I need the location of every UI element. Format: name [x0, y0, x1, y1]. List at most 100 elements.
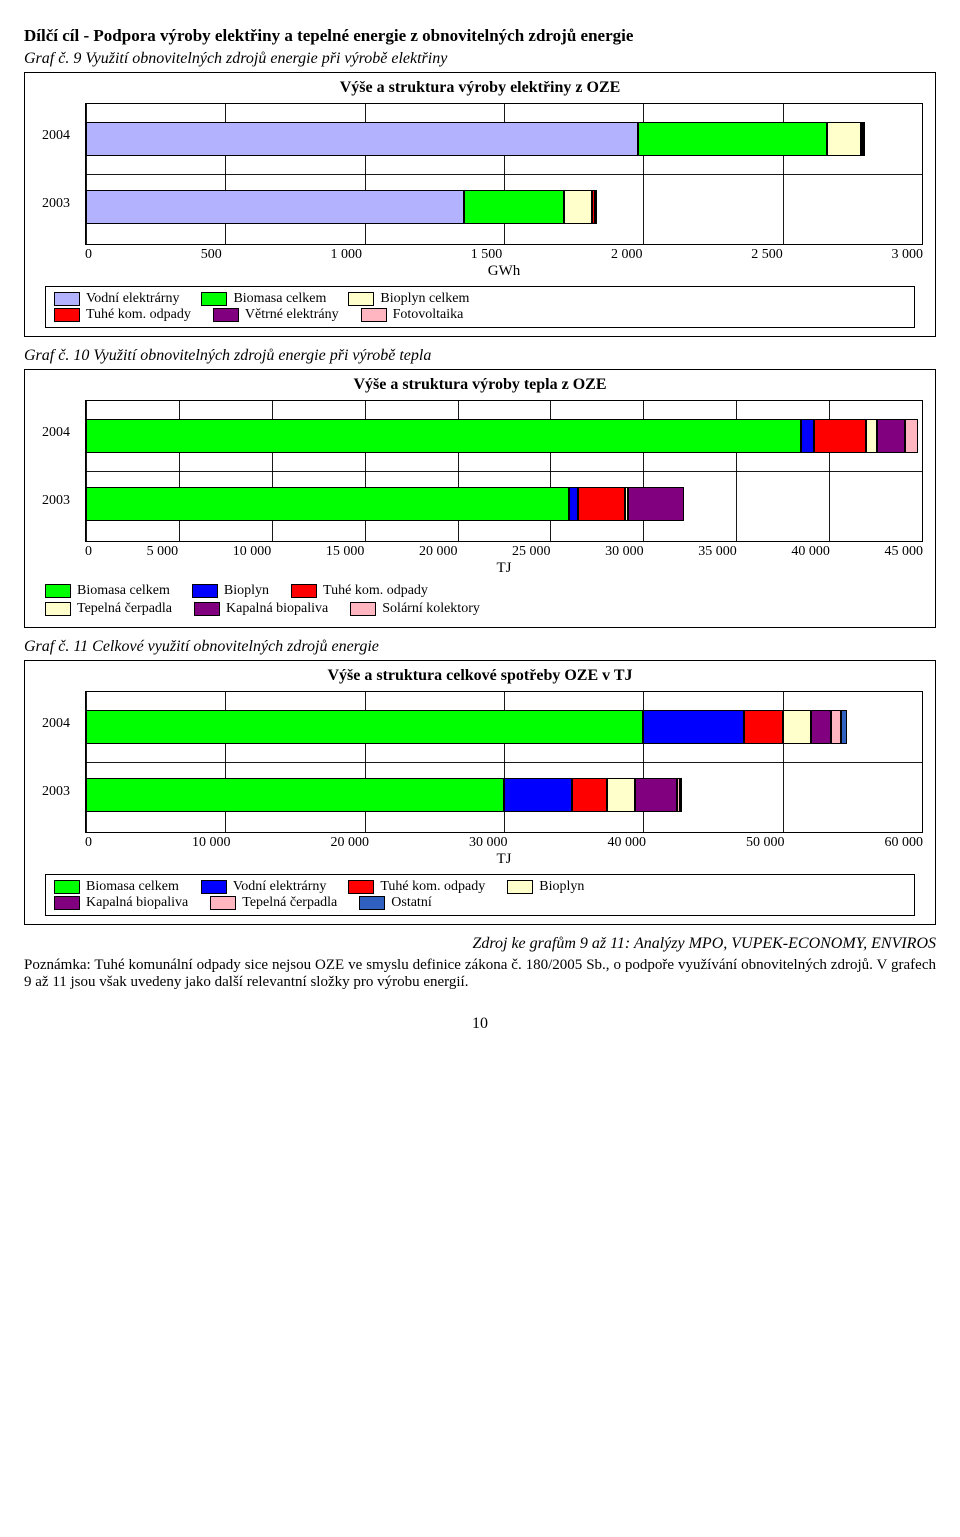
- xtick: 30 000: [605, 544, 644, 560]
- xtick: 5 000: [147, 544, 179, 560]
- graph-9: Výše a struktura výroby elektřiny z OZE …: [24, 72, 936, 337]
- xtick: 30 000: [469, 835, 508, 851]
- legend-item: Tepelná čerpadla: [210, 895, 337, 911]
- bar-segment: [86, 487, 569, 521]
- legend-label: Tepelná čerpadla: [77, 601, 172, 617]
- legend-swatch: [359, 896, 385, 910]
- legend-label: Tuhé kom. odpady: [86, 307, 191, 323]
- legend-item: Vodní elektrárny: [201, 879, 326, 895]
- bar-segment: [564, 190, 592, 224]
- legend-swatch: [210, 896, 236, 910]
- bar-segment: [866, 419, 877, 453]
- note: Poznámka: Tuhé komunální odpady sice nej…: [24, 957, 936, 991]
- xtick: 40 000: [791, 544, 830, 560]
- legend-label: Ostatní: [391, 895, 431, 911]
- bar-segment: [863, 122, 865, 156]
- xtick: 50 000: [746, 835, 785, 851]
- legend-item: Solární kolektory: [350, 601, 480, 617]
- legend-item: Kapalná biopaliva: [54, 895, 188, 911]
- graph-10-caption: Graf č. 10 Využití obnovitelných zdrojů …: [24, 347, 936, 365]
- bar-segment: [572, 778, 607, 812]
- legend-label: Bioplyn: [539, 879, 584, 895]
- xtick: 500: [201, 247, 222, 263]
- legend-swatch: [201, 880, 227, 894]
- legend-swatch: [54, 308, 80, 322]
- xtick: 25 000: [512, 544, 551, 560]
- bar-segment: [569, 487, 578, 521]
- legend-label: Biomasa celkem: [77, 583, 170, 599]
- graph-10-cat-2003: 2003: [42, 493, 70, 509]
- xtick: 3 000: [892, 247, 924, 263]
- note-text: Tuhé komunální odpady sice nejsou OZE ve…: [24, 957, 936, 990]
- graph-11-cat-2004: 2004: [42, 716, 70, 732]
- graph-11-legend: Biomasa celkem Vodní elektrárny Tuhé kom. …: [45, 874, 915, 916]
- legend-swatch: [194, 602, 220, 616]
- legend-swatch: [201, 292, 227, 306]
- bar-segment: [814, 419, 866, 453]
- xtick: 60 000: [885, 835, 924, 851]
- legend-item: Větrné elektrány: [213, 307, 339, 323]
- graph-9-legend: Vodní elektrárnyBiomasa celkemBioplyn ce…: [45, 286, 915, 328]
- bar-segment: [643, 710, 743, 744]
- xtick: 10 000: [233, 544, 272, 560]
- xtick: 2 500: [751, 247, 783, 263]
- graph-11-plot: 2004 2003: [85, 691, 923, 833]
- graph-11-xticks: 010 00020 00030 00040 00050 00060 000: [85, 835, 923, 851]
- legend-item: Kapalná biopaliva: [194, 601, 328, 617]
- legend-swatch: [507, 880, 533, 894]
- graph-10-xlabel: TJ: [81, 560, 927, 577]
- bar-segment: [811, 710, 832, 744]
- legend-swatch: [348, 292, 374, 306]
- bar-segment: [635, 778, 677, 812]
- bar-segment: [578, 487, 624, 521]
- legend-label: Vodní elektrárny: [86, 291, 179, 307]
- graph-10-legend: Biomasa celkemBioplynTuhé kom. odpadyTep…: [45, 583, 915, 617]
- legend-swatch: [348, 880, 374, 894]
- legend-label: Fotovoltaika: [393, 307, 464, 323]
- legend-label: Tuhé kom. odpady: [380, 879, 485, 895]
- bar-segment: [905, 419, 918, 453]
- note-label: Poznámka:: [24, 957, 94, 973]
- xtick: 0: [85, 835, 92, 851]
- graph-9-xticks: 05001 0001 5002 0002 5003 000: [85, 247, 923, 263]
- legend-swatch: [213, 308, 239, 322]
- bar-segment: [628, 487, 684, 521]
- bar-segment: [877, 419, 905, 453]
- graph-11: Výše a struktura celkové spotřeby OZE v …: [24, 660, 936, 925]
- graph-10: Výše a struktura výroby tepla z OZE 2004…: [24, 369, 936, 628]
- graph-9-xlabel: GWh: [81, 263, 927, 280]
- graph-10-title: Výše a struktura výroby tepla z OZE: [33, 376, 927, 394]
- graph-11-title: Výše a struktura celkové spotřeby OZE v …: [33, 667, 927, 685]
- graph-9-caption: Graf č. 9 Využití obnovitelných zdrojů e…: [24, 50, 936, 68]
- legend-swatch: [54, 292, 80, 306]
- xtick: 0: [85, 544, 92, 560]
- xtick: 40 000: [608, 835, 647, 851]
- graph-9-cat-2003: 2003: [42, 196, 70, 212]
- graph-9-plot: 2004 2003: [85, 103, 923, 245]
- legend-swatch: [54, 880, 80, 894]
- graph-9-cat-2004: 2004: [42, 128, 70, 144]
- legend-label: Větrné elektrány: [245, 307, 339, 323]
- bar-segment: [841, 710, 847, 744]
- page-number: 10: [24, 1015, 936, 1033]
- bar-segment: [607, 778, 635, 812]
- legend-swatch: [45, 584, 71, 598]
- graph-10-plot: 2004 2003: [85, 400, 923, 542]
- xtick: 0: [85, 247, 92, 263]
- graph-11-cat-2003: 2003: [42, 784, 70, 800]
- legend-item: Bioplyn: [507, 879, 584, 895]
- legend-item: Biomasa celkem: [54, 879, 179, 895]
- xtick: 45 000: [884, 544, 923, 560]
- xtick: 20 000: [331, 835, 370, 851]
- legend-label: Kapalná biopaliva: [226, 601, 328, 617]
- legend-label: Tepelná čerpadla: [242, 895, 337, 911]
- legend-item: Tepelná čerpadla: [45, 601, 172, 617]
- graph-10-cat-2004: 2004: [42, 425, 70, 441]
- bar-segment: [86, 122, 638, 156]
- bar-segment: [86, 190, 464, 224]
- bar-segment: [86, 419, 801, 453]
- legend-swatch: [361, 308, 387, 322]
- legend-label: Biomasa celkem: [233, 291, 326, 307]
- bar-segment: [783, 710, 811, 744]
- xtick: 1 000: [331, 247, 363, 263]
